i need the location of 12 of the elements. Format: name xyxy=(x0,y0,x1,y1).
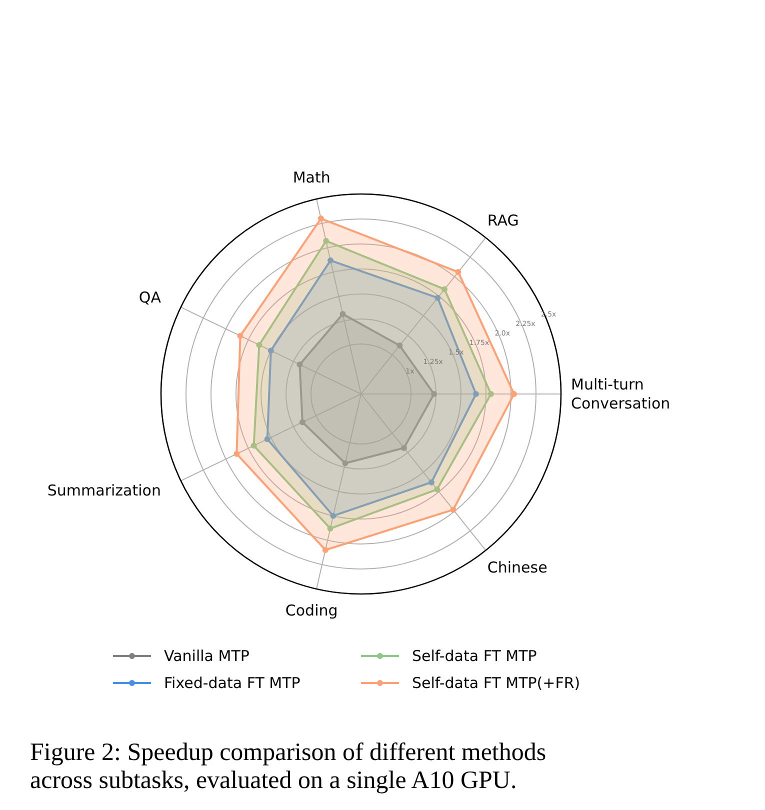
spoke-label: Multi-turn Conversation xyxy=(571,376,670,412)
caption: Figure 2: Speedup comparison of different methods across subtasks, evaluated on a single A10 GPU. xyxy=(30,739,546,794)
legend-label: Vanilla MTP xyxy=(164,647,250,665)
spoke-label: QA xyxy=(138,288,162,307)
spoke-label: RAG xyxy=(487,211,519,230)
spoke-label: Coding xyxy=(285,601,338,620)
legend-label: Fixed-data FT MTP xyxy=(164,674,300,692)
spoke-label: Summarization xyxy=(47,481,161,500)
legend-label: Self-data FT MTP(+FR) xyxy=(412,674,580,692)
spoke-label: Chinese xyxy=(487,558,548,577)
legend-label: Self-data FT MTP xyxy=(412,647,537,665)
spoke-label: Math xyxy=(292,168,330,187)
